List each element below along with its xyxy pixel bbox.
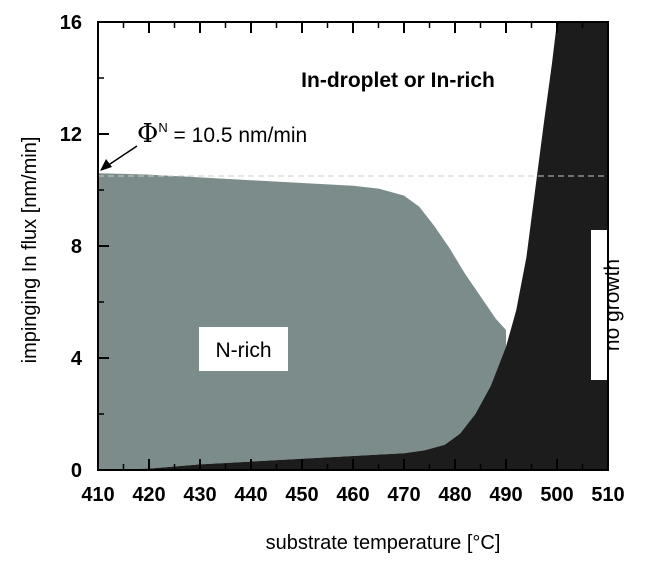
x-tick-label: 450	[285, 484, 318, 506]
phi-symbol: Φ	[137, 119, 158, 149]
x-tick-label: 490	[489, 484, 522, 506]
label-n-rich: N-rich	[216, 339, 272, 362]
x-tick-label: 460	[336, 484, 369, 506]
x-tick-label: 470	[387, 484, 420, 506]
y-tick-label: 0	[71, 460, 82, 482]
label-in-droplet: In-droplet or In-rich	[301, 69, 495, 92]
label-no-growth: no growth	[601, 259, 624, 351]
x-axis-title: substrate temperature [°C]	[266, 532, 501, 554]
x-tick-label: 410	[81, 484, 114, 506]
x-tick-label: 480	[438, 484, 471, 506]
phi-superscript: N	[158, 120, 167, 135]
x-tick-label: 430	[183, 484, 216, 506]
y-tick-label: 4	[71, 348, 83, 370]
x-tick-label: 510	[591, 484, 624, 506]
reference-value: = 10.5 nm/min	[168, 124, 307, 147]
y-axis-title: impinging In flux [nm/min]	[19, 137, 41, 364]
x-tick-label: 420	[132, 484, 165, 506]
y-tick-label: 8	[71, 236, 82, 258]
y-tick-label: 16	[60, 12, 82, 34]
x-tick-label: 500	[540, 484, 573, 506]
x-tick-label: 440	[234, 484, 267, 506]
y-tick-label: 12	[60, 124, 82, 146]
